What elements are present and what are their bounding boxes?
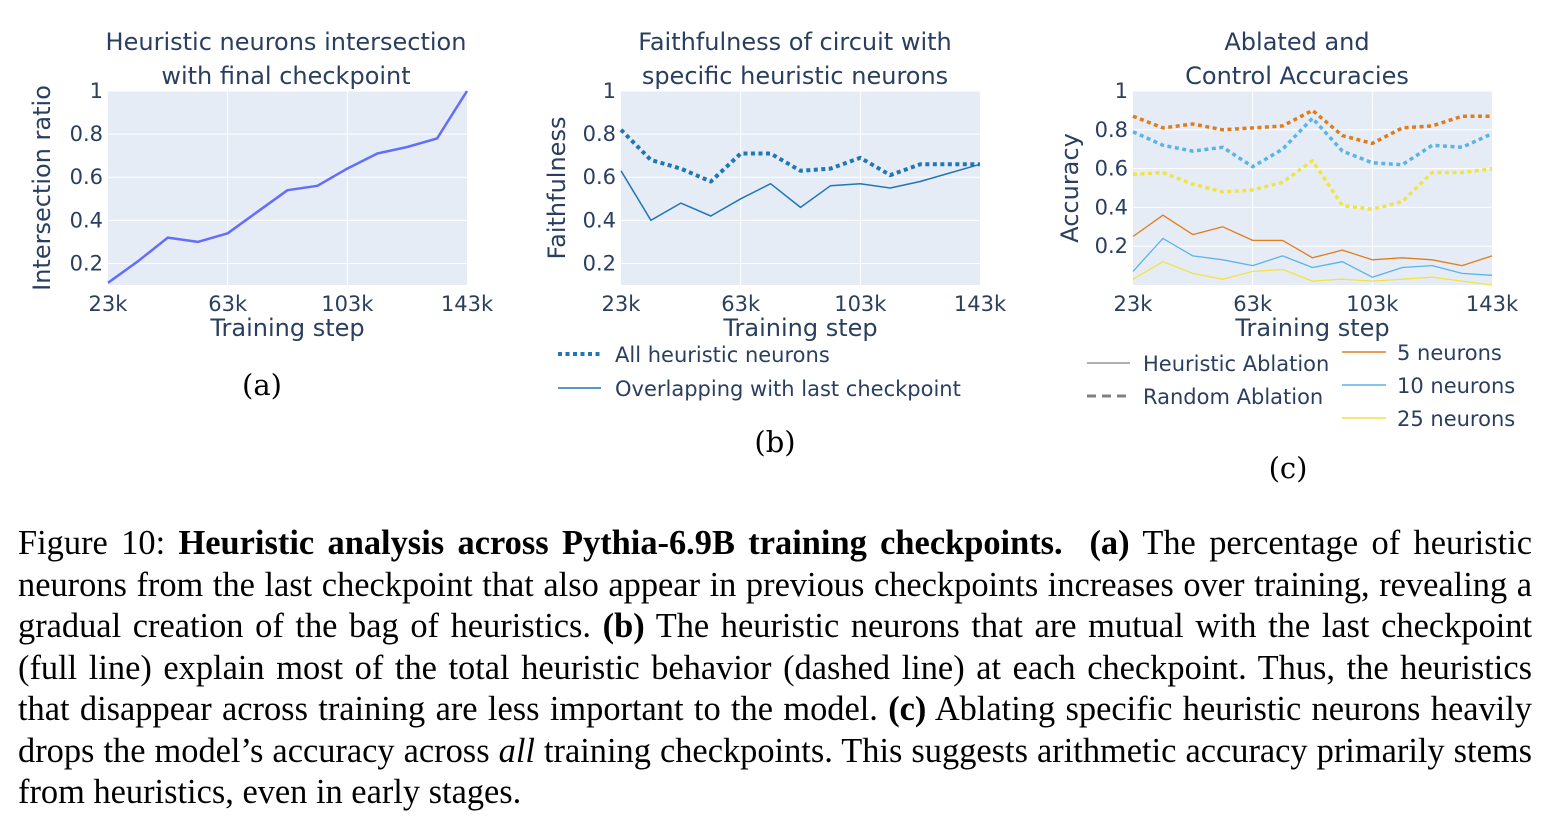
legend-label: Heuristic Ablation — [1143, 352, 1329, 376]
legend-label: All heuristic neurons — [615, 343, 830, 367]
caption-prefix: Figure 10: — [18, 524, 179, 562]
x-tick-label: 23k — [89, 292, 129, 316]
legend-label: 25 neurons — [1397, 407, 1515, 431]
caption-c-italic: all — [498, 731, 535, 770]
y-tick-label: 1 — [603, 79, 616, 103]
y-axis-label: Intersection ratio — [28, 85, 56, 291]
y-tick-label: 0.4 — [583, 208, 616, 232]
caption-c-text-1: Ablating specific heuristic neurons heav… — [18, 690, 1532, 770]
y-tick-label: 0.4 — [70, 208, 103, 232]
x-tick-label: 143k — [954, 292, 1007, 316]
chart-title: Ablated and — [1224, 28, 1369, 56]
x-tick-label: 23k — [1114, 292, 1154, 316]
chart-title: Faithfulness of circuit with — [638, 28, 952, 56]
y-tick-label: 0.8 — [583, 122, 616, 146]
y-tick-label: 0.2 — [583, 251, 616, 275]
figure-caption: Figure 10: Heuristic analysis across Pyt… — [18, 523, 1532, 814]
y-tick-label: 0.6 — [70, 165, 103, 189]
y-tick-label: 1 — [1115, 79, 1128, 103]
caption-title: Heuristic analysis across Pythia-6.9B tr… — [178, 524, 1063, 562]
caption-b-text: The heuristic neurons that are mutual wi… — [18, 607, 1532, 728]
legend-label: 10 neurons — [1397, 374, 1515, 398]
series-line — [1132, 159, 1493, 212]
chart-title: with final checkpoint — [161, 62, 410, 90]
x-axis-label: Training step — [722, 314, 877, 342]
x-axis-label: Training step — [209, 314, 364, 342]
series-line — [1132, 108, 1492, 146]
series-line — [620, 163, 981, 222]
caption-c-text-2: training checkpoints. This suggests arit… — [18, 731, 1532, 812]
panel-label: (b) — [754, 425, 795, 459]
caption-c-label: (c) — [888, 690, 927, 728]
x-tick-label: 63k — [721, 292, 761, 316]
series-line — [1132, 261, 1493, 286]
x-tick-label: 103k — [1346, 292, 1399, 316]
chart-title: Heuristic neurons intersection — [106, 28, 467, 56]
y-tick-label: 0.8 — [70, 122, 103, 146]
series-line — [1132, 214, 1493, 267]
legend-label: 5 neurons — [1397, 341, 1502, 365]
series-line — [107, 90, 469, 284]
y-tick-label: 0.4 — [1095, 195, 1128, 219]
x-tick-label: 63k — [1233, 292, 1273, 316]
x-tick-label: 103k — [321, 292, 374, 316]
plot-area-b — [621, 91, 980, 285]
chart-title: specific heuristic neurons — [642, 62, 948, 90]
panel-label: (a) — [242, 368, 282, 402]
y-axis-label: Accuracy — [1056, 133, 1084, 243]
y-axis-label: Faithfulness — [543, 117, 571, 260]
y-tick-label: 0.8 — [1095, 118, 1128, 142]
caption-a-text: The percentage of heuristic neurons from… — [18, 524, 1532, 645]
y-tick-label: 0.6 — [583, 165, 616, 189]
y-tick-label: 0.2 — [70, 251, 103, 275]
y-tick-label: 1 — [90, 79, 103, 103]
series-line — [1132, 116, 1493, 169]
y-tick-label: 0.6 — [1095, 157, 1128, 181]
plot-area-a — [108, 91, 467, 285]
series-line — [619, 128, 980, 184]
panel-label: (c) — [1269, 451, 1308, 485]
x-tick-label: 103k — [834, 292, 887, 316]
caption-a-label: (a) — [1089, 524, 1130, 562]
y-tick-label: 0.2 — [1095, 234, 1128, 258]
caption-b-label: (b) — [602, 607, 645, 645]
x-tick-label: 23k — [602, 292, 642, 316]
legend-label: Overlapping with last checkpoint — [615, 377, 961, 401]
x-axis-label: Training step — [1234, 314, 1389, 342]
x-tick-label: 63k — [208, 292, 248, 316]
x-tick-label: 143k — [1466, 292, 1519, 316]
x-tick-label: 143k — [441, 292, 494, 316]
chart-title: Control Accuracies — [1185, 62, 1409, 90]
series-line — [1132, 237, 1493, 278]
legend-label: Random Ablation — [1143, 385, 1323, 409]
